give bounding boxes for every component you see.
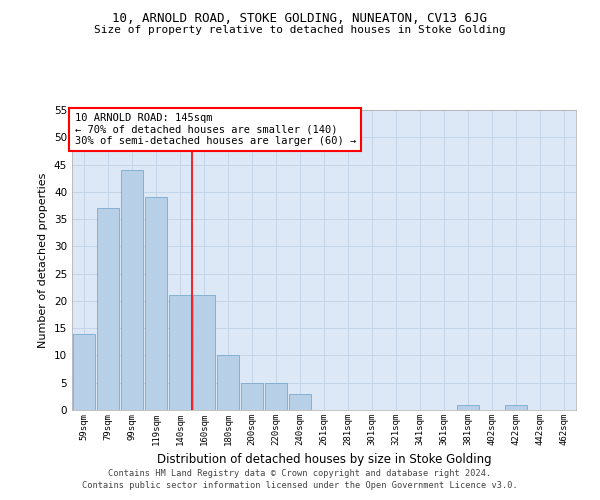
Bar (505, 404, 527, 410)
Bar (121, 170, 143, 410)
Bar (241, 382, 263, 410)
Bar (193, 296, 215, 410)
Text: Size of property relative to detached houses in Stoke Golding: Size of property relative to detached ho… (94, 25, 506, 35)
Text: 10 ARNOLD ROAD: 145sqm
← 70% of detached houses are smaller (140)
30% of semi-de: 10 ARNOLD ROAD: 145sqm ← 70% of detached… (74, 113, 356, 146)
Bar (289, 394, 311, 410)
Bar (265, 382, 287, 410)
Bar (457, 404, 479, 410)
Bar (169, 296, 191, 410)
Text: Contains HM Land Registry data © Crown copyright and database right 2024.: Contains HM Land Registry data © Crown c… (109, 468, 491, 477)
Bar (145, 198, 167, 410)
X-axis label: Distribution of detached houses by size in Stoke Golding: Distribution of detached houses by size … (157, 454, 491, 466)
Bar (73, 334, 95, 410)
Bar (217, 356, 239, 410)
Bar (97, 208, 119, 410)
Text: Contains public sector information licensed under the Open Government Licence v3: Contains public sector information licen… (82, 481, 518, 490)
Y-axis label: Number of detached properties: Number of detached properties (38, 172, 49, 348)
Text: 10, ARNOLD ROAD, STOKE GOLDING, NUNEATON, CV13 6JG: 10, ARNOLD ROAD, STOKE GOLDING, NUNEATON… (113, 12, 487, 26)
